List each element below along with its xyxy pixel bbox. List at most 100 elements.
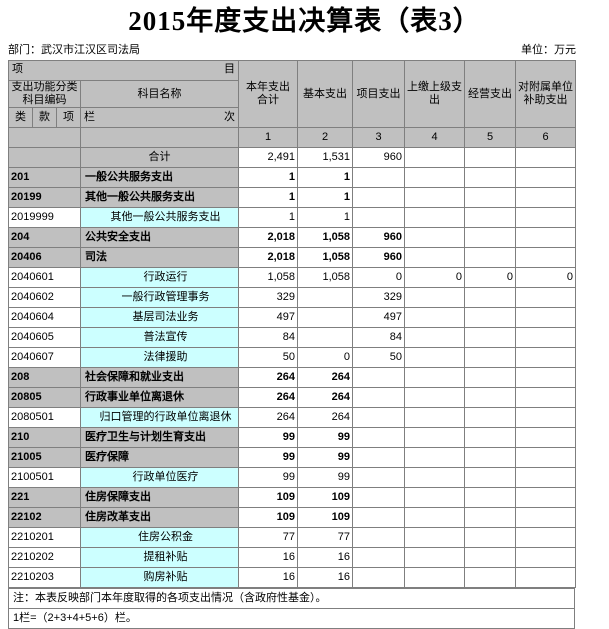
row-value-col-1: 16 — [238, 567, 298, 588]
row-value-col-6 — [515, 147, 576, 168]
note-row: 1栏=（2+3+4+5+6）栏。 — [8, 608, 575, 629]
row-value-col-6 — [515, 447, 576, 468]
row-value-col-3 — [352, 387, 405, 408]
note-text: 1栏=（2+3+4+5+6）栏。 — [8, 608, 575, 629]
row-subject-name: 归口管理的行政单位离退休 — [80, 407, 239, 428]
table-body: 合计 2,491 1,531 960 201 一般公共服务支出 1 1 20199 其他一般公共服… — [8, 147, 576, 588]
row-value-col-1: 1 — [238, 167, 298, 188]
row-value-col-3: 497 — [352, 307, 405, 328]
header-item-span: 项 目 — [8, 60, 239, 81]
row-value-col-1: 2,491 — [238, 147, 298, 168]
row-value-col-1: 264 — [238, 387, 298, 408]
row-value-col-3 — [352, 467, 405, 488]
row-value-col-3 — [352, 567, 405, 588]
row-value-col-6 — [515, 327, 576, 348]
row-value-col-3 — [352, 507, 405, 528]
row-value-col-6: 0 — [515, 267, 576, 288]
row-code: 2080501 — [8, 407, 81, 428]
row-value-col-1: 1 — [238, 187, 298, 208]
row-code: 20406 — [8, 247, 81, 268]
row-code: 2040601 — [8, 267, 81, 288]
department-label: 部门：武汉市江汉区司法局 — [8, 44, 140, 56]
colnum-2: 2 — [297, 127, 353, 148]
row-value-col-3: 960 — [352, 227, 405, 248]
row-value-col-1: 99 — [238, 427, 298, 448]
row-value-col-1: 264 — [238, 407, 298, 428]
row-value-col-6 — [515, 427, 576, 448]
colnum-code-blank — [8, 127, 81, 148]
header-lanci-left: 栏 — [84, 111, 95, 123]
row-value-col-2 — [297, 327, 353, 348]
row-value-col-5: 0 — [464, 267, 516, 288]
row-subject-name: 其他一般公共服务支出 — [80, 187, 239, 208]
row-value-col-1: 329 — [238, 287, 298, 308]
row-value-col-6 — [515, 367, 576, 388]
row-value-col-6 — [515, 227, 576, 248]
row-code: 2019999 — [8, 207, 81, 228]
row-code: 201 — [8, 167, 81, 188]
row-value-col-4 — [404, 427, 465, 448]
row-value-col-2: 1,058 — [297, 247, 353, 268]
row-code: 2040605 — [8, 327, 81, 348]
header-lei: 类 — [8, 107, 33, 128]
row-value-col-2 — [297, 287, 353, 308]
row-code: 2210202 — [8, 547, 81, 568]
header-subject-name: 科目名称 — [80, 80, 239, 108]
header-kuan: 款 — [32, 107, 57, 128]
row-value-col-5 — [464, 487, 516, 508]
row-value-col-6 — [515, 407, 576, 428]
note-row: 注：本表反映部门本年度取得的各项支出情况（含政府性基金）。 — [8, 588, 575, 609]
row-value-col-5 — [464, 347, 516, 368]
row-value-col-1: 109 — [238, 487, 298, 508]
header-item-right: 目 — [224, 63, 235, 75]
row-value-col-4 — [404, 487, 465, 508]
row-value-col-3: 960 — [352, 247, 405, 268]
row-code: 22102 — [8, 507, 81, 528]
row-value-col-4 — [404, 407, 465, 428]
table-row: 2040604 基层司法业务 497 497 — [8, 307, 576, 328]
row-value-col-3: 960 — [352, 147, 405, 168]
row-value-col-1: 1,058 — [238, 267, 298, 288]
row-value-col-5 — [464, 207, 516, 228]
table-row: 2080501 归口管理的行政单位离退休 264 264 — [8, 407, 576, 428]
expenditure-table: 项 目 本年支出合计 基本支出 项目支出 上缴上级支出 经营支出 对附属单位补助… — [8, 60, 576, 588]
row-value-col-6 — [515, 207, 576, 228]
row-code: 210 — [8, 427, 81, 448]
row-subject-name: 医疗卫生与计划生育支出 — [80, 427, 239, 448]
row-value-col-2: 1 — [297, 167, 353, 188]
row-value-col-1: 497 — [238, 307, 298, 328]
row-value-col-4 — [404, 327, 465, 348]
table-row: 2019999 其他一般公共服务支出 1 1 — [8, 207, 576, 228]
table-row: 2040607 法律援助 50 0 50 — [8, 347, 576, 368]
row-value-col-2: 264 — [297, 407, 353, 428]
row-value-col-3 — [352, 187, 405, 208]
table-row: 210 医疗卫生与计划生育支出 99 99 — [8, 427, 576, 448]
row-value-col-2: 109 — [297, 487, 353, 508]
colnum-4: 4 — [404, 127, 465, 148]
row-value-col-3 — [352, 427, 405, 448]
table-row: 20199 其他一般公共服务支出 1 1 — [8, 187, 576, 208]
header-row-column-numbers: 1 2 3 4 5 6 — [8, 127, 576, 148]
row-value-col-5 — [464, 567, 516, 588]
table-row: 2210202 提租补贴 16 16 — [8, 547, 576, 568]
row-value-col-5 — [464, 387, 516, 408]
row-value-col-2: 1 — [297, 187, 353, 208]
row-value-col-6 — [515, 247, 576, 268]
row-value-col-6 — [515, 507, 576, 528]
colnum-6: 6 — [515, 127, 576, 148]
row-value-col-5 — [464, 447, 516, 468]
row-subject-name: 医疗保障 — [80, 447, 239, 468]
header-row-lei-kuan-xiang: 类 款 项 栏 次 — [8, 107, 576, 128]
row-value-col-2: 16 — [297, 567, 353, 588]
note-text: 注：本表反映部门本年度取得的各项支出情况（含政府性基金）。 — [8, 588, 575, 609]
table-row: 22102 住房改革支出 109 109 — [8, 507, 576, 528]
row-value-col-1: 16 — [238, 547, 298, 568]
row-value-col-3 — [352, 367, 405, 388]
table-row: 2040605 普法宣传 84 84 — [8, 327, 576, 348]
row-value-col-2: 1,531 — [297, 147, 353, 168]
row-value-col-5 — [464, 547, 516, 568]
colnum-3: 3 — [352, 127, 405, 148]
budget-table-wrapper: 项 目 本年支出合计 基本支出 项目支出 上缴上级支出 经营支出 对附属单位补助… — [8, 60, 576, 588]
row-value-col-2: 1,058 — [297, 227, 353, 248]
header-col-6: 对附属单位补助支出 — [515, 60, 576, 128]
